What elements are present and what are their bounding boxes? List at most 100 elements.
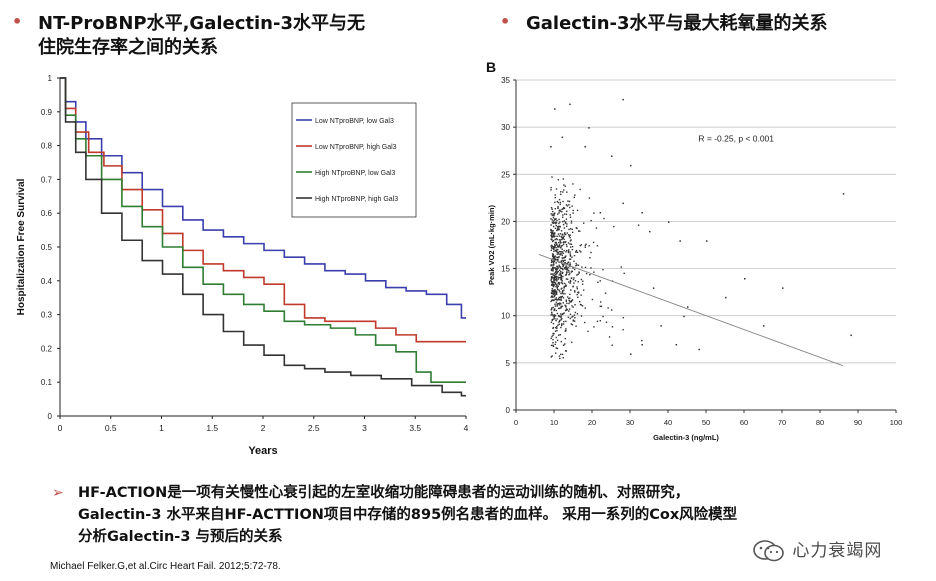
scatter-point [559,353,562,356]
scatter-point [558,334,560,336]
scatter-point [554,267,556,269]
scatter-point [569,301,571,303]
scatter-point [558,323,560,325]
x-tick-label: 0 [514,418,518,427]
scatter-point [576,313,579,315]
scatter-point [563,289,565,291]
scatter-point [560,315,563,317]
scatter-point [563,249,565,252]
scatter-point [744,278,746,280]
scatter-point [571,245,574,248]
scatter-point [569,214,571,216]
scatter-point [553,258,556,260]
scatter-point [574,291,576,293]
y-tick-label: 0.4 [41,277,53,286]
scatter-point [561,292,564,294]
scatter-point [552,322,555,325]
scatter-point [552,284,554,286]
scatter-point [583,222,585,224]
scatter-point [555,262,557,264]
scatter-point [559,221,561,223]
scatter-point [570,243,573,245]
scatter-point [550,238,552,241]
scatter-point [560,279,563,281]
scatter-point [555,222,557,225]
scatter-point [553,233,555,235]
scatter-point [551,273,553,275]
scatter-point [577,230,580,232]
scatter-point [591,298,594,301]
scatter-point [611,344,613,346]
scatter-point [571,324,574,326]
scatter-point [557,227,559,230]
scatter-point [554,208,556,210]
scatter-point [564,330,567,332]
scatter-point [560,267,562,270]
scatter-point [553,247,555,249]
scatter-point [550,189,552,191]
scatter-point [560,277,562,279]
scatter-point [613,225,615,228]
scatter-point [565,272,568,274]
scatter-point [550,279,552,281]
scatter-point [554,257,556,259]
scatter-point [566,278,569,280]
scatter-point [553,246,556,248]
scatter-point [622,316,625,319]
scatter-point [622,202,624,205]
scatter-point [577,292,580,294]
scatter-point [563,233,566,235]
scatter-point [557,324,559,327]
scatter-point [564,268,566,270]
scatter-point [550,321,553,323]
scatter-point [564,285,567,287]
scatter-point [550,300,552,303]
x-tick-label: 90 [854,418,862,427]
scatter-point [557,339,559,342]
scatter-point [550,218,552,220]
scatter-point [569,262,571,264]
scatter-point [559,240,561,242]
scatter-point [550,259,553,262]
scatter-point [554,245,556,247]
scatter-point [566,296,569,298]
scatter-point [550,261,553,263]
scatter-point [553,313,555,316]
scatter-point [553,222,556,224]
scatter-point [556,279,558,281]
scatter-point [574,194,576,196]
scatter-point [551,208,553,211]
scatter-point [553,280,555,282]
scatter-point [558,320,561,322]
scatter-point [568,302,570,305]
scatter-point [564,185,567,187]
body-text-line1: HF-ACTION是一项有关慢性心衰引起的左室收缩功能障碍患者的运动训练的随机、… [78,485,690,501]
x-axis-title: Galectin-3 (ng/mL) [653,433,719,442]
scatter-point [564,337,567,340]
scatter-point [560,270,562,273]
scatter-point [560,305,562,308]
scatter-point [574,317,576,319]
scatter-point [556,244,558,246]
scatter-point [556,288,559,291]
scatter-point [555,273,557,276]
scatter-point [552,306,554,309]
scatter-point [552,318,555,320]
scatter-point [553,299,555,301]
survival-line-4 [60,77,466,397]
scatter-point [683,315,685,318]
scatter-point [554,196,556,199]
scatter-point [556,312,559,315]
scatter-point [550,186,552,189]
scatter-point [552,230,554,232]
scatter-point [551,247,553,250]
scatter-point [569,234,571,236]
scatter-point [558,222,560,225]
scatter-point [582,289,585,291]
scatter-point [558,250,561,253]
scatter-point [559,277,561,279]
scatter-point [550,246,553,249]
scatter-point [556,272,559,274]
scatter-point [568,228,570,231]
scatter-point [562,302,564,304]
